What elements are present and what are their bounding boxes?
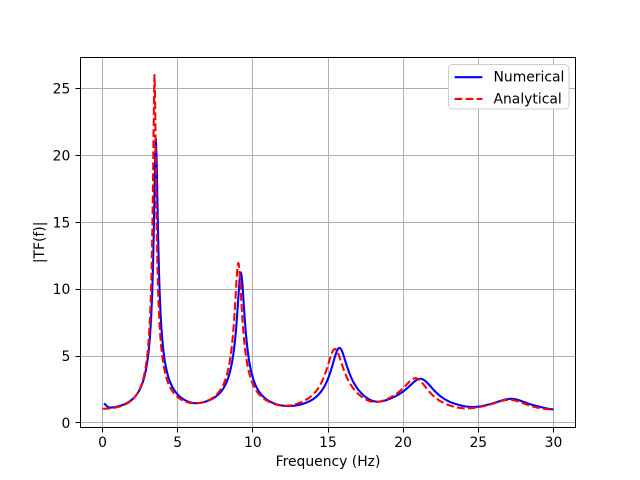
y-tick-label: 25 xyxy=(53,81,71,97)
y-tick-label: 10 xyxy=(53,282,71,298)
data-curves xyxy=(102,73,554,411)
axes-frame xyxy=(80,57,576,428)
x-tick-label: 25 xyxy=(469,435,487,451)
series-line-analytical xyxy=(102,73,554,411)
x-tick-label: 30 xyxy=(545,435,563,451)
y-tick-label: 20 xyxy=(53,148,71,164)
legend-label-numerical: Numerical xyxy=(494,70,565,86)
x-tick-label: 0 xyxy=(98,435,107,451)
legend-label-analytical: Analytical xyxy=(494,91,562,107)
y-tick-label: 5 xyxy=(61,349,70,365)
series-line-numerical xyxy=(103,138,554,411)
tick-labels: 0 5 10 15 20 25 30 0 5 10 15 20 25 xyxy=(53,81,563,451)
x-tick-label: 5 xyxy=(173,435,182,451)
y-tick-label: 15 xyxy=(53,215,71,231)
x-tick-label: 20 xyxy=(394,435,412,451)
axis-ticks xyxy=(75,88,554,433)
y-tick-label: 0 xyxy=(61,416,70,432)
axes-spines xyxy=(80,57,576,428)
x-tick-label: 15 xyxy=(319,435,337,451)
x-tick-label: 10 xyxy=(244,435,262,451)
legend: Numerical Analytical xyxy=(448,64,570,110)
x-axis-label: Frequency (Hz) xyxy=(276,454,381,470)
grid-lines xyxy=(81,58,575,427)
y-axis-label: |TF(f)| xyxy=(32,222,48,264)
